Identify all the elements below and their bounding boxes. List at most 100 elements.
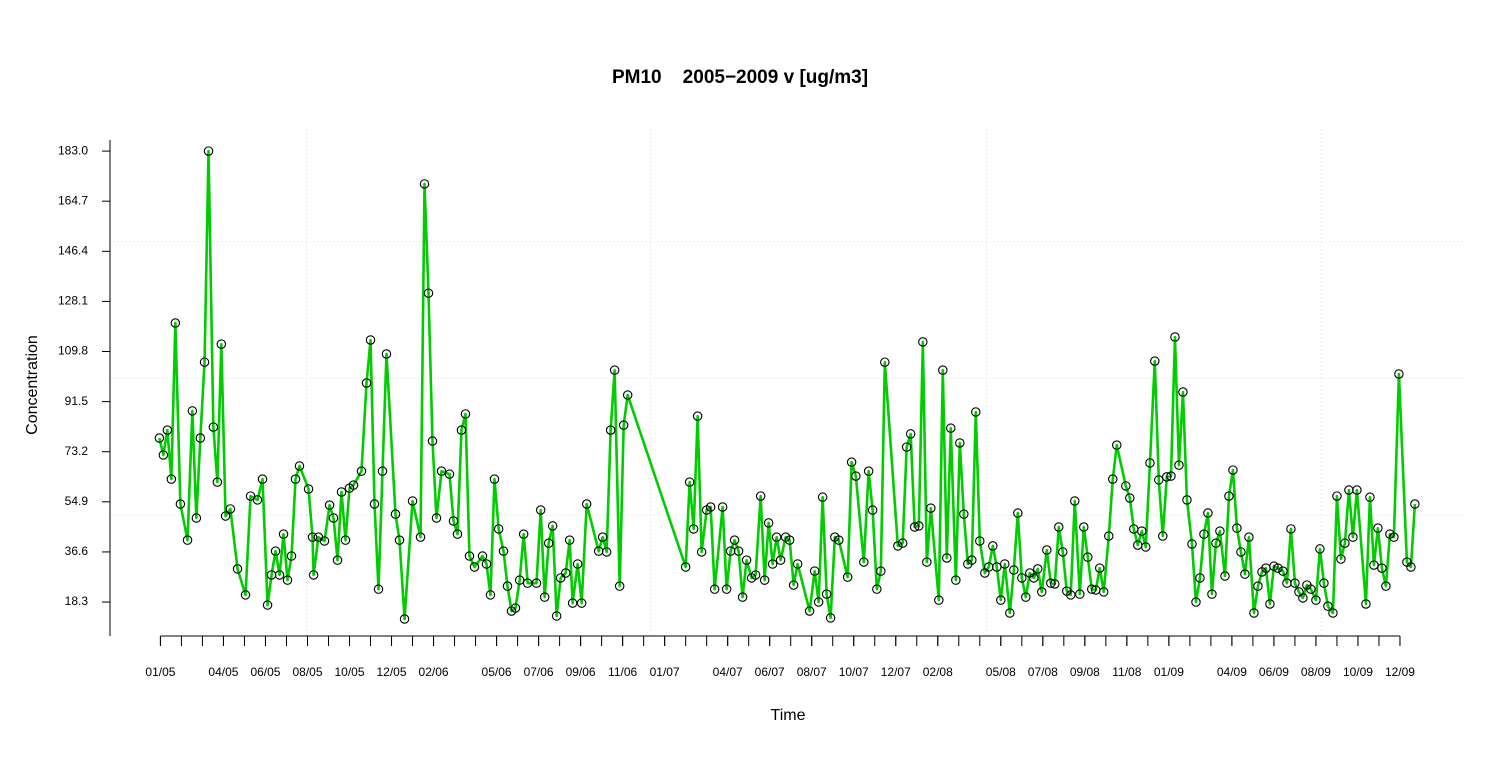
data-point [705,502,716,512]
data-point [1141,542,1151,552]
data-point [763,518,774,528]
data-point [232,564,243,574]
data-point [771,532,782,542]
data-point [477,551,488,561]
x-tick-label: 08/05 [292,665,322,679]
x-tick-label: 08/07 [797,665,827,679]
data-point [680,562,691,572]
data-point [1108,474,1118,484]
data-point [1240,569,1250,579]
x-tick-label: 08/09 [1301,665,1331,679]
data-point [1336,554,1346,564]
data-point [1348,532,1358,542]
x-tick-label: 10/09 [1343,665,1373,679]
data-point [294,461,305,471]
data-point [880,357,890,367]
data-point [1215,526,1225,536]
data-point [684,477,695,487]
data-point [775,555,786,565]
y-tick-label: 73.2 [65,444,89,458]
data-point [154,433,165,443]
data-point [821,589,832,599]
data-point [1094,563,1105,573]
x-tick-label: 07/06 [524,665,554,679]
data-point [1249,608,1259,618]
data-point [1191,597,1201,607]
data-point [377,466,388,476]
data-point [788,580,799,590]
data-point [938,365,948,375]
data-point [992,562,1002,572]
data-point [1306,584,1316,594]
data-point [1389,532,1399,542]
data-point [286,551,297,561]
data-point [464,551,475,561]
data-point [518,529,529,539]
data-point [1170,332,1180,342]
data-point [967,555,977,565]
data-point [564,535,575,545]
y-tick-label: 36.6 [65,544,89,558]
data-point [381,349,392,359]
data-point [431,513,442,523]
data-point [755,491,766,501]
data-point [469,562,480,572]
data-point [1121,481,1131,491]
x-tick-label: 02/08 [923,665,953,679]
data-point [618,420,629,430]
data-point [452,529,463,539]
chart-title: PM10 2005−2009 v [ug/m3] [612,67,868,88]
data-point [1207,589,1217,599]
data-point [419,179,430,189]
data-point [817,492,828,502]
data-point [510,603,521,613]
data-point [539,592,550,602]
data-point [825,613,836,623]
x-tick-label: 12/05 [377,665,407,679]
data-point [901,442,912,452]
data-point [278,529,289,539]
data-point [1365,492,1375,502]
data-point [784,535,795,545]
data-point [282,575,293,585]
data-point [834,535,844,545]
data-point [407,496,418,506]
data-point [876,566,886,576]
data-point [1154,475,1164,485]
data-point [195,433,206,443]
data-point [212,477,223,487]
data-point [1361,599,1371,609]
y-tick-label: 183.0 [58,143,88,157]
data-point [601,547,612,557]
data-point [1166,471,1176,481]
data-point [605,425,616,435]
data-point [1228,465,1238,475]
data-point [1373,523,1383,533]
data-point [1137,526,1147,536]
data-point [1162,472,1172,482]
data-point [493,524,504,534]
data-point [1054,522,1064,532]
data-point [514,575,525,585]
data-point [158,450,169,460]
x-tick-label: 10/07 [839,665,869,679]
data-point [225,504,236,514]
data-point [572,559,583,569]
data-point [1273,563,1283,573]
data-point [175,499,186,509]
data-point [1058,547,1068,557]
data-point [332,555,343,565]
data-point [1369,560,1379,570]
data-point [361,378,372,388]
data-point [733,546,744,556]
data-point [1033,564,1043,574]
x-tick-label: 07/08 [1028,665,1058,679]
data-point [1253,581,1263,591]
data-point [485,590,496,600]
data-point [199,357,210,367]
data-point [1087,584,1097,594]
data-point [1328,608,1338,618]
data-point [1332,491,1342,501]
data-point [551,611,562,621]
